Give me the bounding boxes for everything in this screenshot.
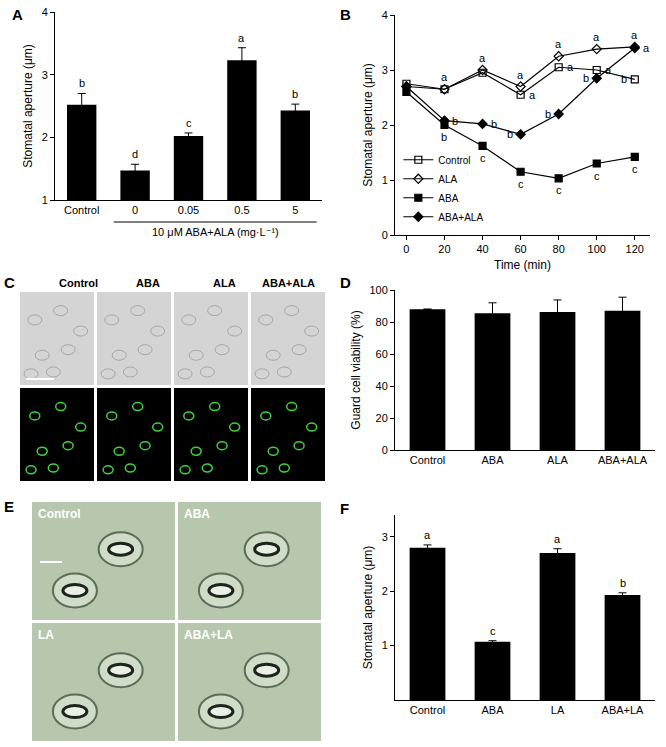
svg-text:a: a xyxy=(555,38,562,50)
svg-text:F: F xyxy=(340,500,349,517)
svg-text:1: 1 xyxy=(42,194,48,206)
svg-text:a: a xyxy=(529,89,536,101)
svg-text:c: c xyxy=(556,184,562,196)
svg-text:Stomatal aperture (μm): Stomatal aperture (μm) xyxy=(361,63,375,187)
svg-text:b: b xyxy=(452,115,458,127)
svg-text:4: 4 xyxy=(42,6,48,18)
svg-text:ALA: ALA xyxy=(213,277,236,289)
svg-text:3: 3 xyxy=(382,64,388,76)
svg-text:Stomatal aperture (μm): Stomatal aperture (μm) xyxy=(21,44,35,168)
svg-text:a: a xyxy=(554,533,561,545)
svg-text:c: c xyxy=(490,625,496,637)
svg-text:a: a xyxy=(605,64,612,76)
svg-text:2: 2 xyxy=(382,585,388,597)
svg-text:Guard cell viability (%): Guard cell viability (%) xyxy=(349,310,363,429)
svg-text:LA: LA xyxy=(551,704,565,716)
svg-text:2: 2 xyxy=(42,131,48,143)
svg-text:ABA+LA: ABA+LA xyxy=(184,628,233,642)
svg-text:40: 40 xyxy=(376,380,388,392)
svg-text:a: a xyxy=(517,69,524,81)
svg-text:A: A xyxy=(12,6,23,23)
svg-text:Control: Control xyxy=(64,204,99,216)
svg-text:Time (min): Time (min) xyxy=(494,258,551,272)
svg-text:Control: Control xyxy=(38,507,81,521)
svg-text:0: 0 xyxy=(403,243,409,255)
svg-text:1: 1 xyxy=(382,174,388,186)
svg-text:C: C xyxy=(4,274,15,291)
svg-text:D: D xyxy=(340,274,351,291)
svg-text:LA: LA xyxy=(38,628,54,642)
svg-text:B: B xyxy=(340,6,351,23)
svg-text:ALA: ALA xyxy=(547,454,568,466)
svg-text:b: b xyxy=(79,77,85,89)
svg-text:a: a xyxy=(643,42,650,54)
svg-text:100: 100 xyxy=(588,243,606,255)
svg-text:ABA+LA: ABA+LA xyxy=(602,704,645,716)
svg-text:a: a xyxy=(441,71,448,83)
svg-text:a: a xyxy=(479,52,486,64)
svg-text:0: 0 xyxy=(382,229,388,241)
svg-text:d: d xyxy=(132,148,138,160)
svg-text:5: 5 xyxy=(292,204,298,216)
svg-text:b: b xyxy=(621,73,627,85)
svg-text:b: b xyxy=(507,128,513,140)
svg-text:b: b xyxy=(441,131,447,143)
svg-text:Control: Control xyxy=(59,277,98,289)
svg-text:Control: Control xyxy=(410,704,445,716)
svg-text:2: 2 xyxy=(382,119,388,131)
svg-text:c: c xyxy=(632,163,638,175)
svg-text:a: a xyxy=(238,32,245,44)
svg-text:Stomatal aperture (μm): Stomatal aperture (μm) xyxy=(361,546,375,670)
svg-text:Control: Control xyxy=(410,454,445,466)
svg-text:0: 0 xyxy=(382,444,388,456)
svg-text:a: a xyxy=(567,61,574,73)
svg-text:120: 120 xyxy=(626,243,644,255)
svg-text:60: 60 xyxy=(376,348,388,360)
svg-text:4: 4 xyxy=(382,9,388,21)
svg-text:ABA+ALA: ABA+ALA xyxy=(598,454,648,466)
svg-text:c: c xyxy=(594,170,600,182)
svg-text:0: 0 xyxy=(132,204,138,216)
svg-text:0.5: 0.5 xyxy=(234,204,249,216)
svg-text:ABA: ABA xyxy=(481,454,504,466)
svg-text:ABA+ALA: ABA+ALA xyxy=(262,277,315,289)
svg-text:20: 20 xyxy=(376,412,388,424)
svg-text:a: a xyxy=(593,31,600,43)
svg-text:c: c xyxy=(480,152,486,164)
svg-text:b: b xyxy=(545,108,551,120)
svg-text:a: a xyxy=(631,29,638,41)
svg-text:b: b xyxy=(620,577,626,589)
svg-text:0.05: 0.05 xyxy=(178,204,199,216)
svg-text:a: a xyxy=(424,529,431,541)
svg-text:Control: Control xyxy=(438,155,470,166)
svg-text:b: b xyxy=(491,118,497,130)
svg-text:60: 60 xyxy=(514,243,526,255)
svg-text:40: 40 xyxy=(476,243,488,255)
svg-text:ABA: ABA xyxy=(438,193,458,204)
svg-text:3: 3 xyxy=(382,531,388,543)
svg-text:ABA: ABA xyxy=(184,507,210,521)
svg-text:1: 1 xyxy=(382,639,388,651)
svg-text:ABA+ALA: ABA+ALA xyxy=(438,212,483,223)
svg-text:ABA: ABA xyxy=(136,277,160,289)
svg-text:10 μM ABA+ALA (mg·L⁻¹): 10 μM ABA+ALA (mg·L⁻¹) xyxy=(152,226,279,238)
svg-text:3: 3 xyxy=(42,69,48,81)
svg-text:80: 80 xyxy=(553,243,565,255)
svg-text:c: c xyxy=(518,178,524,190)
svg-text:b: b xyxy=(292,88,298,100)
svg-text:20: 20 xyxy=(438,243,450,255)
svg-text:ABA: ABA xyxy=(481,704,504,716)
svg-text:ALA: ALA xyxy=(438,174,457,185)
svg-text:E: E xyxy=(4,498,14,515)
svg-text:100: 100 xyxy=(369,284,387,296)
svg-text:80: 80 xyxy=(376,316,388,328)
svg-text:c: c xyxy=(186,117,192,129)
svg-text:b: b xyxy=(583,72,589,84)
